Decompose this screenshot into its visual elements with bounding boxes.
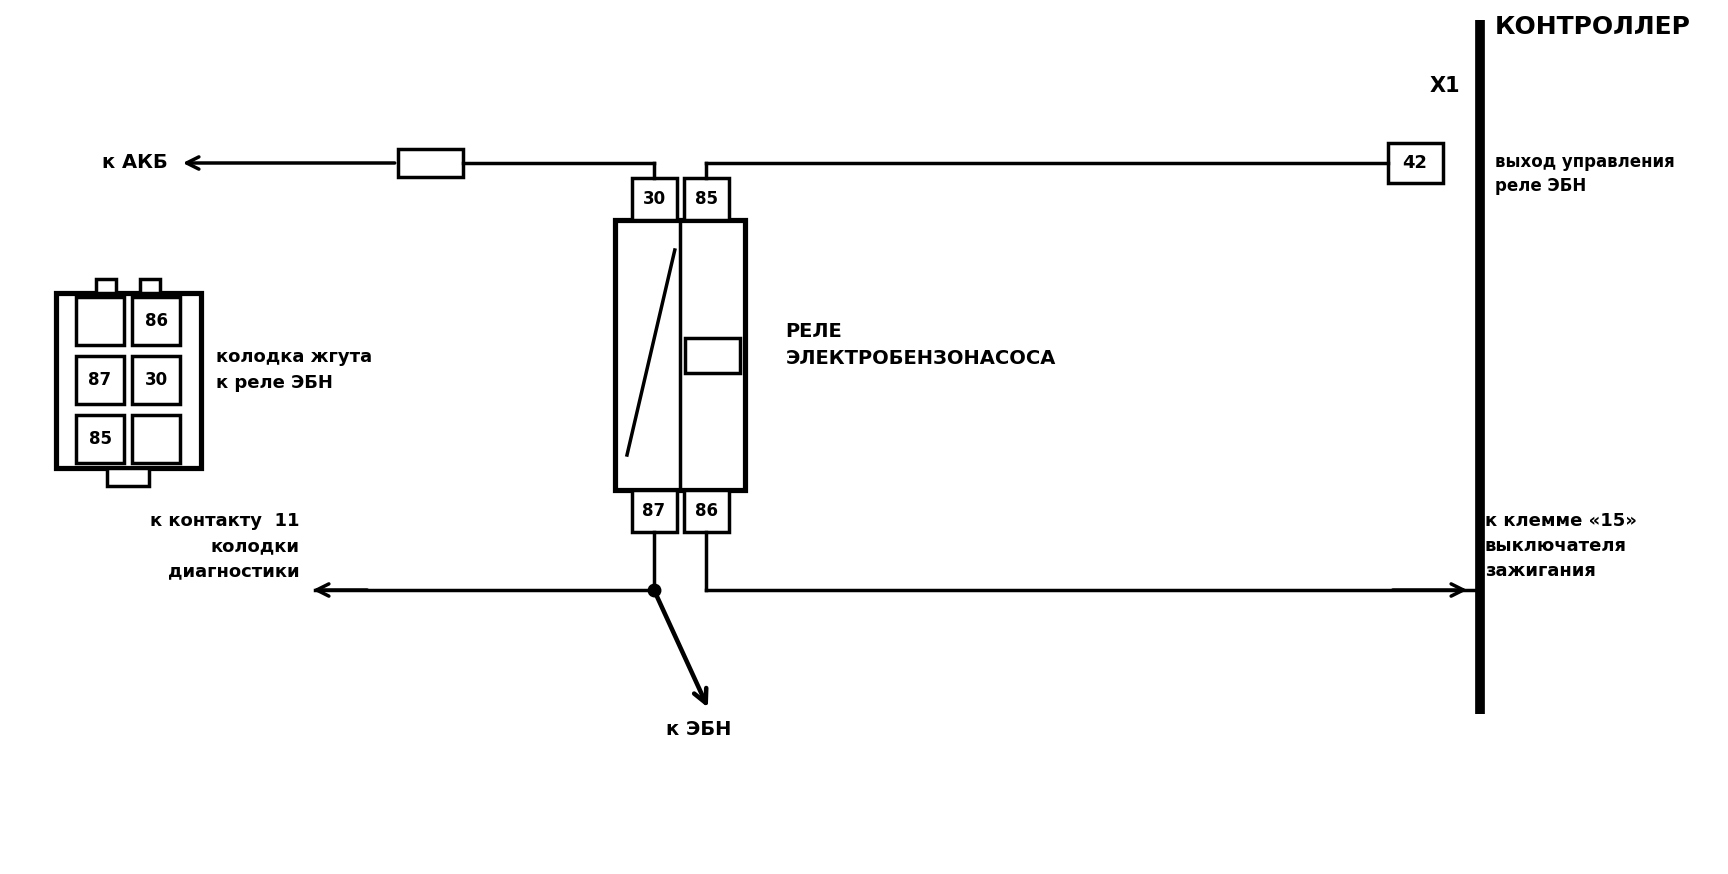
Bar bbox=[97, 279, 116, 293]
Text: КОНТРОЛЛЕР: КОНТРОЛЛЕР bbox=[1495, 15, 1692, 39]
Bar bbox=[631, 178, 676, 220]
Bar bbox=[131, 414, 180, 462]
Text: 30: 30 bbox=[643, 190, 665, 208]
Text: X1: X1 bbox=[1429, 76, 1460, 96]
Text: 87: 87 bbox=[88, 371, 112, 389]
Bar bbox=[684, 178, 729, 220]
Text: к АКБ: к АКБ bbox=[102, 154, 168, 172]
Text: 86: 86 bbox=[145, 312, 168, 330]
Bar bbox=[684, 337, 740, 372]
Text: выход управления
реле ЭБН: выход управления реле ЭБН bbox=[1495, 153, 1674, 195]
Text: к клемме «15»
выключателя
зажигания: к клемме «15» выключателя зажигания bbox=[1484, 512, 1636, 580]
Bar bbox=[1388, 143, 1443, 183]
Bar bbox=[107, 468, 149, 485]
Bar bbox=[76, 414, 124, 462]
Bar bbox=[615, 220, 745, 490]
Bar bbox=[140, 279, 161, 293]
Bar bbox=[631, 490, 676, 532]
Text: колодка жгута
к реле ЭБН: колодка жгута к реле ЭБН bbox=[216, 349, 372, 392]
Text: 87: 87 bbox=[643, 502, 665, 520]
Bar bbox=[131, 356, 180, 404]
Text: 86: 86 bbox=[695, 502, 717, 520]
Bar bbox=[55, 293, 200, 468]
Text: к ЭБН: к ЭБН bbox=[667, 720, 731, 739]
Text: 85: 85 bbox=[695, 190, 717, 208]
Text: 85: 85 bbox=[88, 430, 112, 447]
Bar bbox=[397, 149, 463, 177]
Bar bbox=[76, 297, 124, 345]
Bar bbox=[684, 490, 729, 532]
Text: 42: 42 bbox=[1403, 154, 1427, 172]
Text: РЕЛЕ
ЭЛЕКТРОБЕНЗОНАСОСА: РЕЛЕ ЭЛЕКТРОБЕНЗОНАСОСА bbox=[786, 323, 1056, 368]
Text: к контакту  11
колодки
диагностики: к контакту 11 колодки диагностики bbox=[150, 512, 301, 580]
Bar bbox=[76, 356, 124, 404]
Text: 30: 30 bbox=[145, 371, 168, 389]
Bar bbox=[131, 297, 180, 345]
